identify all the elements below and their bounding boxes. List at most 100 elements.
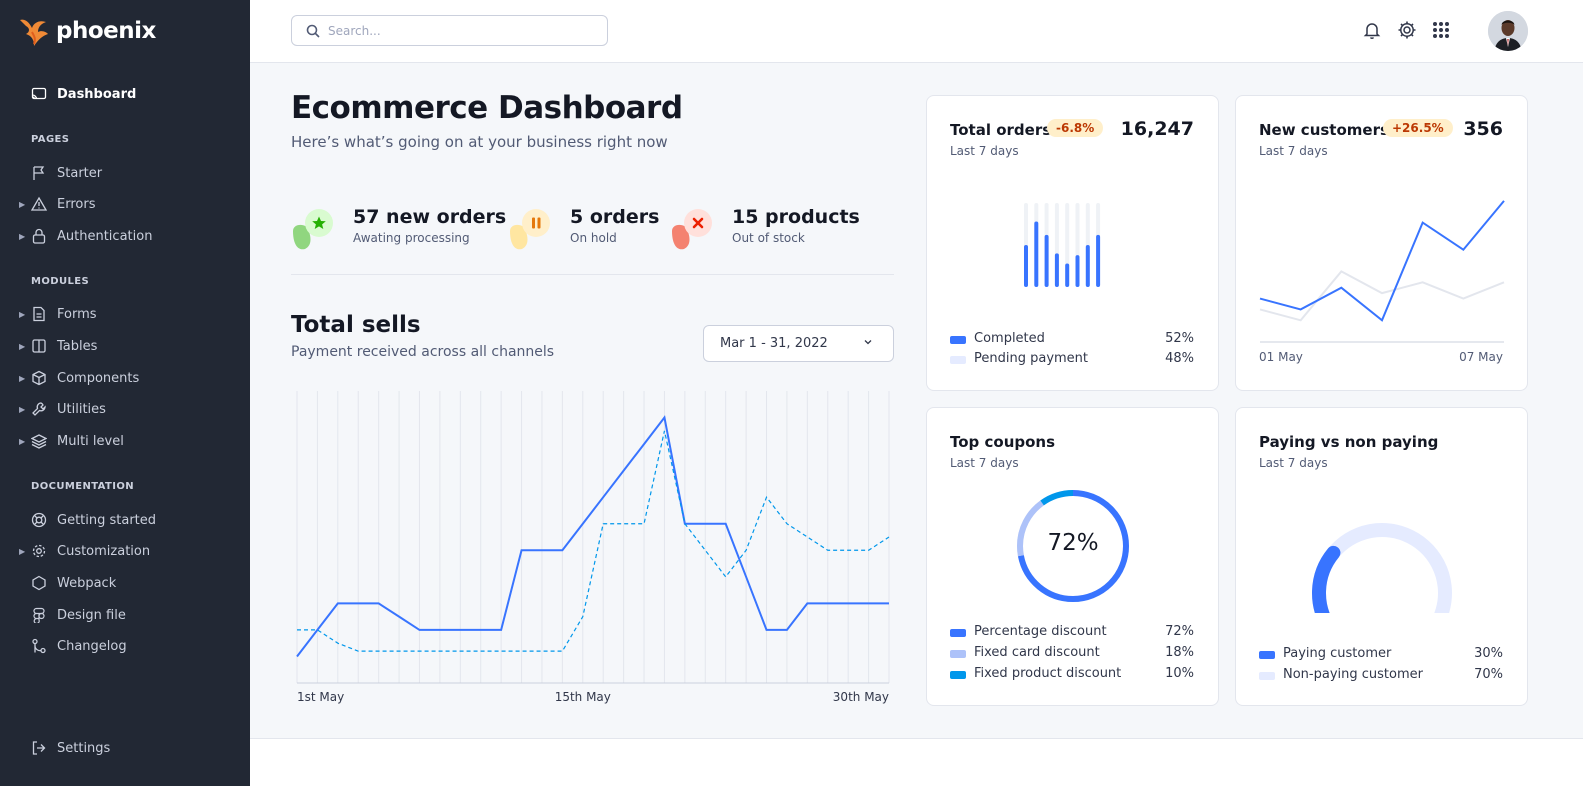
card-title: Total orders: [950, 121, 1052, 139]
legend-label: Fixed card discount: [974, 645, 1100, 660]
legend-swatch: [950, 356, 966, 364]
sidebar-item-settings[interactable]: Settings: [0, 736, 250, 760]
legend-swatch: [1259, 651, 1275, 659]
x-icon: [672, 209, 712, 250]
file-text-icon: [33, 306, 45, 322]
sidebar-item-design-file[interactable]: Design file: [0, 603, 250, 627]
page-subtitle: Here’s what’s going on at your business …: [291, 133, 668, 151]
legend-item: Completed 52%: [950, 331, 1194, 349]
legend-item: Percentage discount 72%: [950, 624, 1194, 642]
series-line-2: [1259, 270, 1505, 322]
legend-value: 18%: [1165, 645, 1194, 660]
caret-right-icon[interactable]: ▶: [19, 404, 26, 414]
search-input[interactable]: [328, 23, 588, 38]
sidebar-item-label: Settings: [57, 740, 111, 756]
legend-item: Paying customer 30%: [1259, 646, 1503, 664]
sidebar-item-getting-started[interactable]: Getting started: [0, 508, 250, 532]
sidebar-item-webpack[interactable]: Webpack: [0, 571, 250, 595]
legend-swatch: [1259, 672, 1275, 680]
sidebar-item-label: Errors: [57, 196, 96, 212]
sidebar-item-dashboard[interactable]: Dashboard: [0, 82, 250, 106]
search-box[interactable]: [291, 15, 608, 46]
card-total-orders: Total orders -6.8% 16,247 Last 7 days Co…: [926, 95, 1219, 391]
x-axis-start: 01 May: [1259, 350, 1303, 364]
legend-swatch: [950, 336, 966, 344]
sidebar: phoenix Dashboard PAGES Starter ▶ Errors…: [0, 0, 250, 786]
tool-icon: [32, 402, 46, 416]
bar: [1024, 245, 1028, 287]
user-avatar-icon: [1488, 11, 1528, 51]
donut-slice: [1017, 490, 1129, 602]
bar: [1044, 234, 1049, 287]
caret-right-icon[interactable]: ▶: [19, 309, 26, 319]
stat-orders-on-hold: 5 orders On hold: [508, 203, 659, 253]
sidebar-item-authentication[interactable]: ▶ Authentication: [0, 224, 250, 248]
card-number: 356: [1463, 118, 1503, 140]
caret-right-icon[interactable]: ▶: [19, 546, 26, 556]
stat-title: 57 new orders: [353, 206, 507, 228]
legend-item: Non-paying customer 70%: [1259, 667, 1503, 685]
bell-icon[interactable]: [1362, 20, 1382, 40]
git-merge-icon: [32, 638, 46, 654]
sidebar-item-changelog[interactable]: Changelog: [0, 634, 250, 658]
sidebar-item-label: Tables: [57, 338, 98, 354]
caret-right-icon[interactable]: ▶: [19, 373, 26, 383]
sidebar-item-label: Authentication: [57, 228, 153, 244]
sidebar-item-utilities[interactable]: ▶ Utilities: [0, 397, 250, 421]
alert-triangle-icon: [31, 196, 47, 211]
caret-right-icon[interactable]: ▶: [19, 341, 26, 351]
donut-center-label: 72%: [1047, 530, 1099, 556]
app-name: phoenix: [56, 18, 156, 44]
series-line-2: [297, 430, 890, 652]
settings-icon[interactable]: [1397, 20, 1417, 40]
sidebar-item-tables[interactable]: ▶ Tables: [0, 334, 250, 358]
page-title: Ecommerce Dashboard: [291, 90, 683, 126]
legend-label: Pending payment: [974, 351, 1089, 366]
bar: [1096, 234, 1101, 287]
phoenix-logo-icon: [20, 19, 48, 46]
stat-title: 15 products: [732, 206, 860, 228]
sidebar-item-multi-level[interactable]: ▶ Multi level: [0, 429, 250, 453]
apps-grid-icon[interactable]: [1431, 20, 1451, 40]
legend-item: Fixed product discount 10%: [950, 666, 1194, 684]
stat-new-orders: 57 new orders Awating processing: [291, 203, 506, 253]
card-subtitle: Last 7 days: [1259, 144, 1328, 158]
total-sells-chart: 1st May 15th May 30th May: [296, 391, 890, 704]
bar: [1054, 253, 1059, 287]
caret-right-icon[interactable]: ▶: [19, 436, 26, 446]
legend-swatch: [950, 650, 966, 658]
sidebar-item-forms[interactable]: ▶ Forms: [0, 302, 250, 326]
gauge-value: [1312, 545, 1341, 613]
logo[interactable]: phoenix: [16, 14, 156, 48]
sidebar-item-components[interactable]: ▶ Components: [0, 366, 250, 390]
donut-slice: [1017, 490, 1129, 602]
caret-right-icon[interactable]: ▶: [19, 199, 26, 209]
caret-right-icon[interactable]: ▶: [19, 231, 26, 241]
card-number: 16,247: [1120, 118, 1194, 140]
chevron-down-icon: [864, 340, 872, 345]
x-tick-label: 30th May: [833, 690, 889, 704]
nav-section-documentation: DOCUMENTATION: [31, 481, 135, 492]
footer: [250, 738, 1583, 786]
gauge-track: [1312, 523, 1452, 613]
sidebar-item-label: Webpack: [57, 575, 117, 591]
stat-subtitle: Out of stock: [732, 231, 805, 245]
date-range-select[interactable]: Mar 1 - 31, 2022: [703, 325, 894, 362]
avatar[interactable]: [1488, 11, 1528, 51]
nav-section-modules: MODULES: [31, 276, 90, 287]
legend-swatch: [950, 671, 966, 679]
date-range-value: Mar 1 - 31, 2022: [720, 336, 828, 351]
sidebar-item-label: Dashboard: [57, 86, 137, 102]
sidebar-item-errors[interactable]: ▶ Errors: [0, 192, 250, 216]
star-icon: [293, 209, 333, 250]
customers-line-chart: [1259, 200, 1505, 343]
pause-icon: [510, 209, 550, 250]
log-out-icon: [32, 741, 46, 755]
x-axis-end: 07 May: [1459, 350, 1503, 364]
sidebar-item-customization[interactable]: ▶ Customization: [0, 539, 250, 563]
bar: [1065, 263, 1070, 287]
sidebar-item-starter[interactable]: Starter: [0, 161, 250, 185]
sidebar-item-label: Utilities: [57, 401, 106, 417]
legend-label: Paying customer: [1283, 646, 1392, 661]
legend-value: 30%: [1474, 646, 1503, 661]
